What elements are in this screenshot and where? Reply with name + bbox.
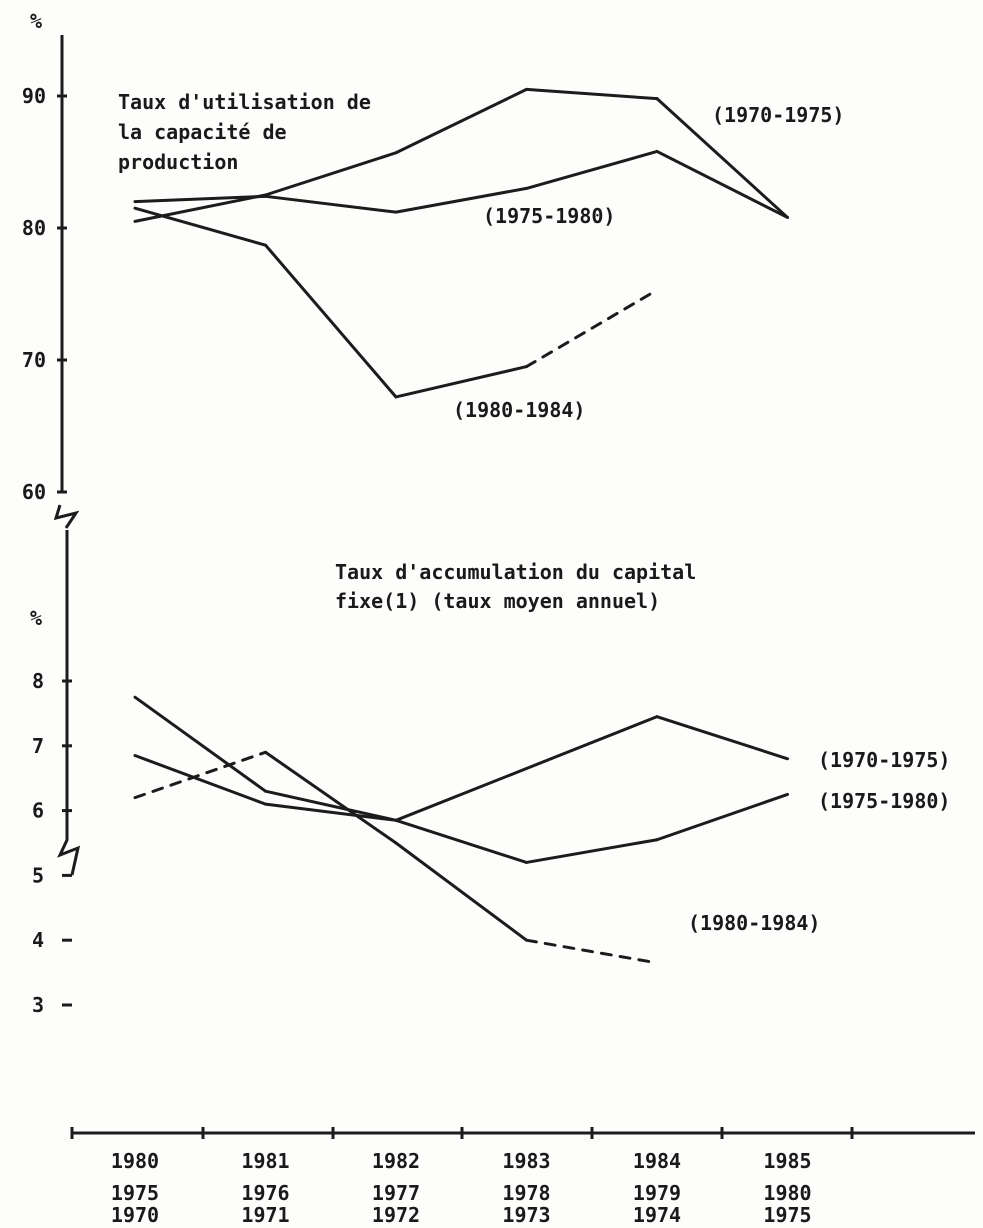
top-series-label-1980: (1980-1984) (453, 398, 585, 422)
bottom-y-axis (57, 530, 81, 876)
x-tick-label: 1980 (763, 1181, 811, 1205)
top-unit-label: % (30, 9, 42, 33)
top-series-3-segment (525, 288, 659, 369)
bottom-y-tick-label: 6 (32, 799, 44, 823)
bottom-series-1-segment (655, 715, 789, 761)
top-series-label-1975: (1975-1980) (483, 204, 615, 228)
top-series-1-segment (525, 87, 659, 101)
x-tick-label: 1985 (763, 1149, 811, 1173)
top-series-3-segment (264, 243, 398, 399)
x-tick-label: 1983 (502, 1149, 550, 1173)
top-y-tick-label: 70 (22, 348, 46, 372)
bottom-series-2-segment (394, 818, 528, 864)
x-tick-label: 1973 (502, 1203, 550, 1227)
top-axis-break (53, 504, 80, 529)
bottom-series-3-segment (525, 938, 659, 965)
x-tick-label: 1976 (241, 1181, 289, 1205)
bottom-series-3-segment (133, 750, 267, 800)
bottom-y-tick-label: 4 (32, 928, 44, 952)
top-series-label-1970: (1970-1975) (712, 103, 844, 127)
top-series-2-segment (655, 149, 789, 219)
x-tick-label: 1978 (502, 1181, 550, 1205)
top-series-2-segment (264, 194, 398, 214)
bottom-title-line1: Taux d'accumulation du capital (335, 560, 696, 584)
x-tick-label: 1981 (241, 1149, 289, 1173)
top-title-line3: production (118, 150, 238, 174)
top-series-2-segment (525, 149, 659, 190)
x-tick-label: 1970 (111, 1203, 159, 1227)
bottom-y-tick-label: 5 (32, 863, 44, 887)
bottom-series-1-segment (133, 695, 267, 793)
bottom-series-3-segment (394, 841, 528, 942)
bottom-series-label-1970: (1970-1975) (818, 748, 950, 772)
top-series-2-segment (394, 186, 528, 214)
top-series-3-segment (394, 365, 528, 399)
bottom-unit-label: % (30, 606, 42, 630)
bottom-series-label-1975: (1975-1980) (818, 789, 950, 813)
bottom-y-ticks: 8 7 6 5 4 3 (32, 669, 72, 1017)
top-series-1-segment (264, 151, 398, 197)
bottom-y-tick-label: 7 (32, 734, 44, 758)
top-series-2-segment (133, 194, 267, 204)
top-y-ticks: 90 80 70 60 (22, 84, 67, 504)
top-series-1-segment (655, 97, 789, 219)
bottom-y-tick-label: 3 (32, 993, 44, 1017)
bottom-series-group (133, 695, 789, 965)
x-tick-label: 1975 (763, 1203, 811, 1227)
x-tick-label: 1974 (633, 1203, 681, 1227)
bottom-series-label-1980: (1980-1984) (688, 911, 820, 935)
x-tick-label: 1979 (633, 1181, 681, 1205)
bottom-series-1-segment (394, 766, 528, 822)
bottom-series-2-segment (525, 838, 659, 864)
bottom-series-2-segment (133, 754, 267, 806)
top-y-tick-label: 80 (22, 216, 46, 240)
top-series-1-segment (394, 87, 528, 155)
top-title-line2: la capacité de (118, 120, 287, 144)
x-tick-label: 1971 (241, 1203, 289, 1227)
x-tick-label: 1984 (633, 1149, 681, 1173)
top-title-line1: Taux d'utilisation de (118, 90, 371, 114)
top-series-3-segment (133, 206, 267, 247)
top-series-group (133, 87, 789, 399)
x-tick-label: 1982 (372, 1149, 420, 1173)
bottom-series-2-segment (655, 792, 789, 842)
top-y-tick-label: 60 (22, 480, 46, 504)
bottom-title-line2: fixe(1) (taux moyen annuel) (335, 589, 660, 613)
top-series-1-segment (133, 193, 267, 223)
x-axis-ticks: 1980 1981 1982 1983 1984 1985 1975 1976 1977 1978… (70, 1127, 854, 1227)
top-y-tick-label: 90 (22, 84, 46, 108)
bottom-series-3-segment (264, 750, 398, 845)
x-tick-label: 1975 (111, 1181, 159, 1205)
bottom-series-1-segment (264, 789, 398, 822)
x-tick-label: 1980 (111, 1149, 159, 1173)
bottom-y-tick-label: 8 (32, 669, 44, 693)
x-tick-label: 1972 (372, 1203, 420, 1227)
x-tick-label: 1977 (372, 1181, 420, 1205)
bottom-series-2-segment (264, 802, 398, 822)
bottom-series-1-segment (525, 715, 659, 770)
